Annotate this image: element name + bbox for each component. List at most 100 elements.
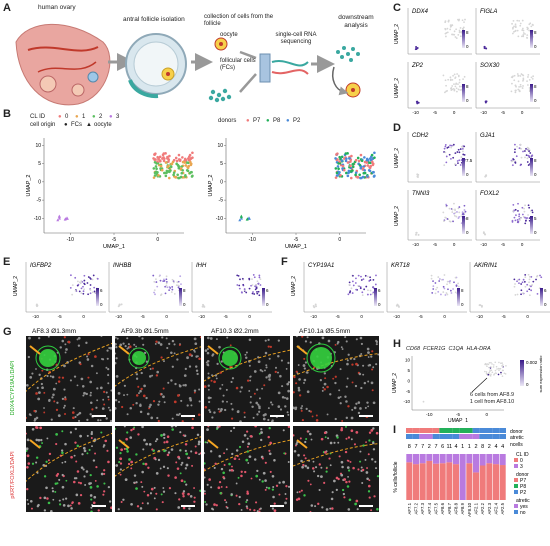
cell-point <box>167 164 170 168</box>
nucleus-dot <box>185 452 189 456</box>
nucleus-dot <box>191 426 194 430</box>
cell-point <box>254 288 257 291</box>
nucleus-dot <box>372 366 375 369</box>
legend-label: no <box>520 510 526 516</box>
nucleus-dot <box>323 388 326 391</box>
cell-point <box>528 155 531 158</box>
cell-point <box>524 276 527 279</box>
cell-point <box>372 175 376 178</box>
nucleus-dot <box>160 393 163 396</box>
cell-point <box>524 156 526 159</box>
nucleus-dot <box>92 501 96 505</box>
nucleus-dot <box>166 453 170 457</box>
cell-point <box>181 160 185 164</box>
nucleus-dot <box>65 479 68 482</box>
nucleus-dot <box>204 490 206 493</box>
scale-bar <box>270 415 284 417</box>
nucleus-dot <box>103 482 106 485</box>
nucleus-dot <box>309 510 312 512</box>
nucleus-dot <box>367 490 371 493</box>
nucleus-dot <box>86 355 89 358</box>
nucleus-dot <box>128 458 131 461</box>
nucleus-dot <box>248 338 252 342</box>
cell-point <box>444 145 447 148</box>
nucleus-dot <box>298 378 301 381</box>
cell-point <box>516 29 519 32</box>
nucleus-dot <box>115 375 119 378</box>
nucleus-dot <box>354 502 357 506</box>
cell-point <box>522 85 524 87</box>
nucleus-dot <box>178 457 181 460</box>
nucleus-dot <box>26 383 29 387</box>
nucleus-dot <box>258 405 261 408</box>
nucleus-dot <box>119 452 122 455</box>
bar-cluster-0 <box>412 464 420 500</box>
nucleus-dot <box>198 388 201 391</box>
nucleus-dot <box>43 496 47 500</box>
category-label: AF8.6 <box>440 502 445 514</box>
cell-point <box>528 23 531 26</box>
nucleus-dot <box>110 506 112 510</box>
micrograph-content <box>26 426 112 512</box>
micrograph-r1-c2 <box>115 336 201 422</box>
oocyte-point <box>414 48 417 51</box>
nucleus-dot <box>117 392 121 395</box>
nucleus-dot <box>371 389 374 392</box>
nucleus-dot <box>293 449 297 453</box>
colorbar <box>462 30 465 48</box>
x-tick-label: -5 <box>336 314 340 319</box>
nucleus-dot <box>285 368 288 370</box>
x-tick-label: -10 <box>67 237 74 243</box>
cell-point <box>511 27 514 30</box>
cell-point <box>164 292 167 295</box>
nucleus-dot <box>35 426 38 429</box>
cell-point <box>432 288 435 290</box>
nucleus-dot <box>135 394 139 397</box>
cell-point <box>361 175 365 179</box>
oocyte-point <box>203 305 206 308</box>
cell-point <box>154 158 157 161</box>
gene-name: DDX4 <box>412 9 429 15</box>
x-tick-label: -5 <box>58 314 62 319</box>
nucleus-dot <box>55 382 58 385</box>
cluster-2-label: 2 <box>99 114 103 120</box>
cell-point <box>334 157 337 160</box>
nucleus-dot <box>256 388 259 391</box>
nucleus-dot <box>79 482 83 485</box>
nucleus-dot <box>142 394 146 398</box>
nucleus-dot <box>184 367 187 371</box>
nucleus-dot <box>271 403 274 406</box>
nucleus-dot <box>36 505 40 508</box>
nucleus-dot <box>141 337 144 340</box>
cell-point <box>437 290 440 293</box>
cell-point <box>335 153 338 156</box>
cell-point <box>514 283 516 285</box>
cell-point <box>502 369 504 372</box>
cell-point <box>453 212 456 215</box>
panel-a: human ovary antral follicle isolation co… <box>8 2 388 112</box>
cell-point <box>365 157 369 161</box>
colorbar-min: 0 <box>534 230 537 235</box>
bar-cluster-0 <box>499 465 506 500</box>
nucleus-dot <box>155 508 158 511</box>
nucleus-dot <box>337 441 340 444</box>
nucleus-dot <box>178 344 181 346</box>
colorbar-max: 0.002 <box>526 360 538 365</box>
donor-bar <box>486 428 493 433</box>
x-tick-label: -5 <box>433 242 437 247</box>
cell-point <box>526 80 528 83</box>
nucleus-dot <box>338 455 341 458</box>
bar-cluster-3 <box>479 454 486 466</box>
cell-point <box>457 282 459 285</box>
nucleus-dot <box>80 466 84 469</box>
nucleus-dot <box>265 376 268 379</box>
cell-point <box>446 89 449 92</box>
bar-cluster-3 <box>412 454 420 465</box>
cell-point <box>512 19 515 22</box>
nucleus-dot <box>223 463 226 466</box>
nucleus-dot <box>145 360 149 363</box>
cell-point <box>345 171 348 175</box>
nucleus-dot <box>107 382 110 385</box>
bar-cluster-3 <box>419 454 426 464</box>
cell-point <box>176 281 179 283</box>
